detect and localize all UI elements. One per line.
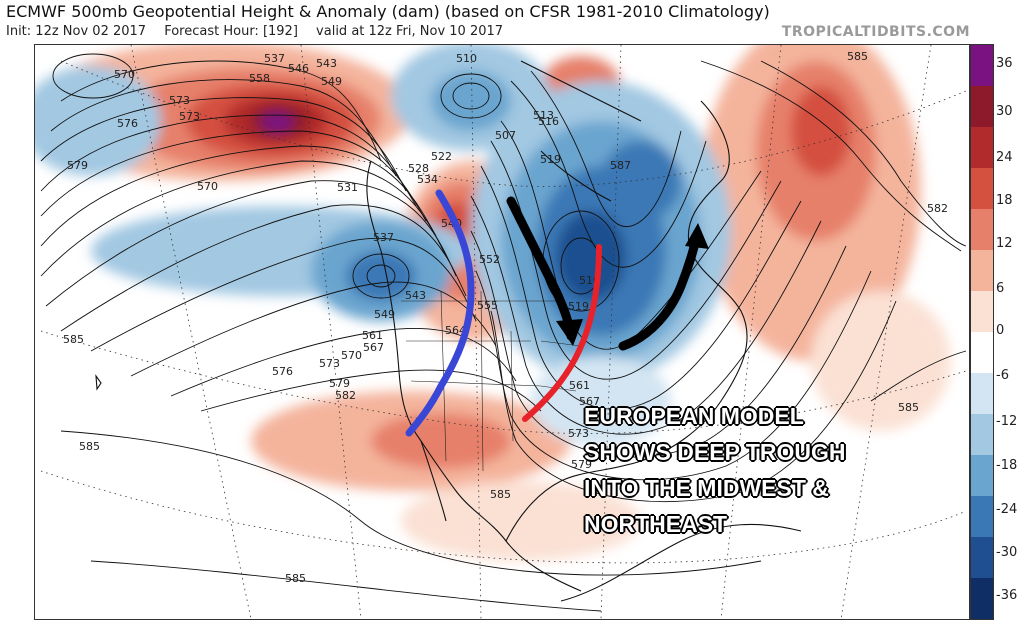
colorbar-swatch: [971, 578, 993, 619]
contour-label: 570: [114, 68, 135, 81]
annotation-line: SHOWS DEEP TROUGH: [584, 439, 846, 465]
contour-label: 546: [288, 62, 309, 75]
flow-arrow-southward: [506, 196, 576, 341]
contour-label: 561: [569, 379, 590, 392]
colorbar-tick: -18: [996, 458, 1018, 473]
contour-label: 582: [927, 202, 948, 215]
colorbar-swatch: [971, 455, 993, 496]
contour-label: 573: [319, 357, 340, 370]
colorbar-swatch: [971, 209, 993, 250]
colorbar-swatch: [971, 291, 993, 332]
contour-label: 582: [335, 389, 356, 402]
contour-label: 519: [540, 153, 561, 166]
contour-label: 579: [67, 159, 88, 172]
ridge-axis-line: [405, 189, 475, 437]
colorbar-swatch: [971, 537, 993, 578]
contour-label: 585: [79, 440, 100, 453]
contour-label: 567: [363, 341, 384, 354]
colorbar-swatch: [971, 127, 993, 168]
contour-label: 507: [495, 129, 516, 142]
annotation-line: EUROPEAN MODEL: [584, 403, 804, 429]
annotation-line: NORTHEAST: [584, 511, 728, 537]
contour-label: 537: [373, 231, 394, 244]
contour-label: 531: [337, 181, 358, 194]
trough-axis-line: [522, 244, 602, 422]
contour-label: 534: [417, 173, 438, 186]
map-svg: 510 516 507 519 522 528 531 534 537 537 …: [35, 45, 969, 619]
colorbar-tick: 18: [996, 193, 1013, 208]
contour-label: 549: [374, 308, 395, 321]
colorbar-swatch: [971, 373, 993, 414]
colorbar-tick: 0: [996, 323, 1005, 338]
contour-label: 570: [341, 349, 362, 362]
contour-label: 516: [538, 115, 559, 128]
contour-label: 522: [431, 150, 452, 163]
contour-label: 558: [249, 72, 270, 85]
colorbar-swatch: [971, 168, 993, 209]
colorbar-swatch: [971, 496, 993, 537]
colorbar-swatch: [971, 332, 993, 373]
contour-label: 585: [63, 333, 84, 346]
anomaly-colorbar: [970, 44, 994, 620]
flow-arrowhead-south: [556, 319, 583, 346]
colorbar-swatch: [971, 45, 993, 86]
contour-label: 585: [490, 488, 511, 501]
colorbar-tick: -30: [996, 545, 1018, 560]
contour-label: 537: [264, 52, 285, 65]
height-contours: [40, 53, 967, 612]
colorbar-tick: -6: [996, 368, 1009, 383]
forecast-hour: Forecast Hour: [192]: [164, 24, 298, 39]
colorbar-swatch: [971, 86, 993, 127]
contour-label: 587: [610, 159, 631, 172]
map-panel: 510 516 507 519 522 528 531 534 537 537 …: [34, 44, 970, 620]
colorbar-swatch: [971, 250, 993, 291]
contour-label: 576: [117, 117, 138, 130]
colorbar-swatch: [971, 414, 993, 455]
contour-label: 564: [445, 324, 466, 337]
flow-arrow-northward: [618, 231, 702, 351]
colorbar-tick: -36: [996, 588, 1018, 603]
contour-label: 585: [847, 50, 868, 63]
contour-label: 555: [477, 299, 498, 312]
forecast-info: Init: 12z Nov 02 2017 Forecast Hour: [19…: [6, 24, 517, 39]
contour-label: 579: [329, 377, 350, 390]
colorbar-tick: 24: [996, 150, 1013, 165]
colorbar-tick: 6: [996, 281, 1005, 296]
valid-time: valid at 12z Fri, Nov 10 2017: [316, 24, 504, 39]
coastlines: [95, 60, 802, 602]
contour-label: 576: [272, 365, 293, 378]
colorbar-tick: -24: [996, 502, 1018, 517]
contour-label: 543: [316, 57, 337, 70]
contour-label: 528: [408, 162, 429, 175]
contour-label: 519: [568, 300, 589, 313]
colorbar-tick: -12: [996, 414, 1018, 429]
contour-label: 573: [169, 94, 190, 107]
contour-label: 552: [479, 253, 500, 266]
colorbar-tick: 36: [996, 56, 1013, 71]
contour-label: 561: [362, 329, 383, 342]
brand-watermark: TROPICALTIDBITS.COM: [781, 24, 970, 40]
colorbar-tick: 12: [996, 236, 1013, 251]
contour-label: 585: [898, 401, 919, 414]
contour-label: 543: [405, 289, 426, 302]
colorbar-tick: 30: [996, 104, 1013, 119]
contour-label: 579: [571, 458, 592, 471]
forecast-annotation: EUROPEAN MODEL SHOWS DEEP TROUGH INTO TH…: [584, 398, 846, 542]
contour-label: 549: [321, 75, 342, 88]
latlon-grid: [40, 45, 967, 619]
state-borders: [401, 290, 582, 472]
annotation-line: INTO THE MIDWEST &: [584, 475, 829, 501]
contour-label: 573: [179, 110, 200, 123]
flow-arrowhead-north: [685, 223, 709, 249]
contour-label: 510: [456, 52, 477, 65]
chart-title: ECMWF 500mb Geopotential Height & Anomal…: [6, 2, 770, 21]
contour-label: 513: [533, 109, 554, 122]
init-time: Init: 12z Nov 02 2017: [6, 24, 147, 39]
contour-label: 573: [568, 427, 589, 440]
contour-label: 567: [579, 395, 600, 408]
contour-label: 570: [197, 180, 218, 193]
contour-label: 585: [285, 572, 306, 585]
